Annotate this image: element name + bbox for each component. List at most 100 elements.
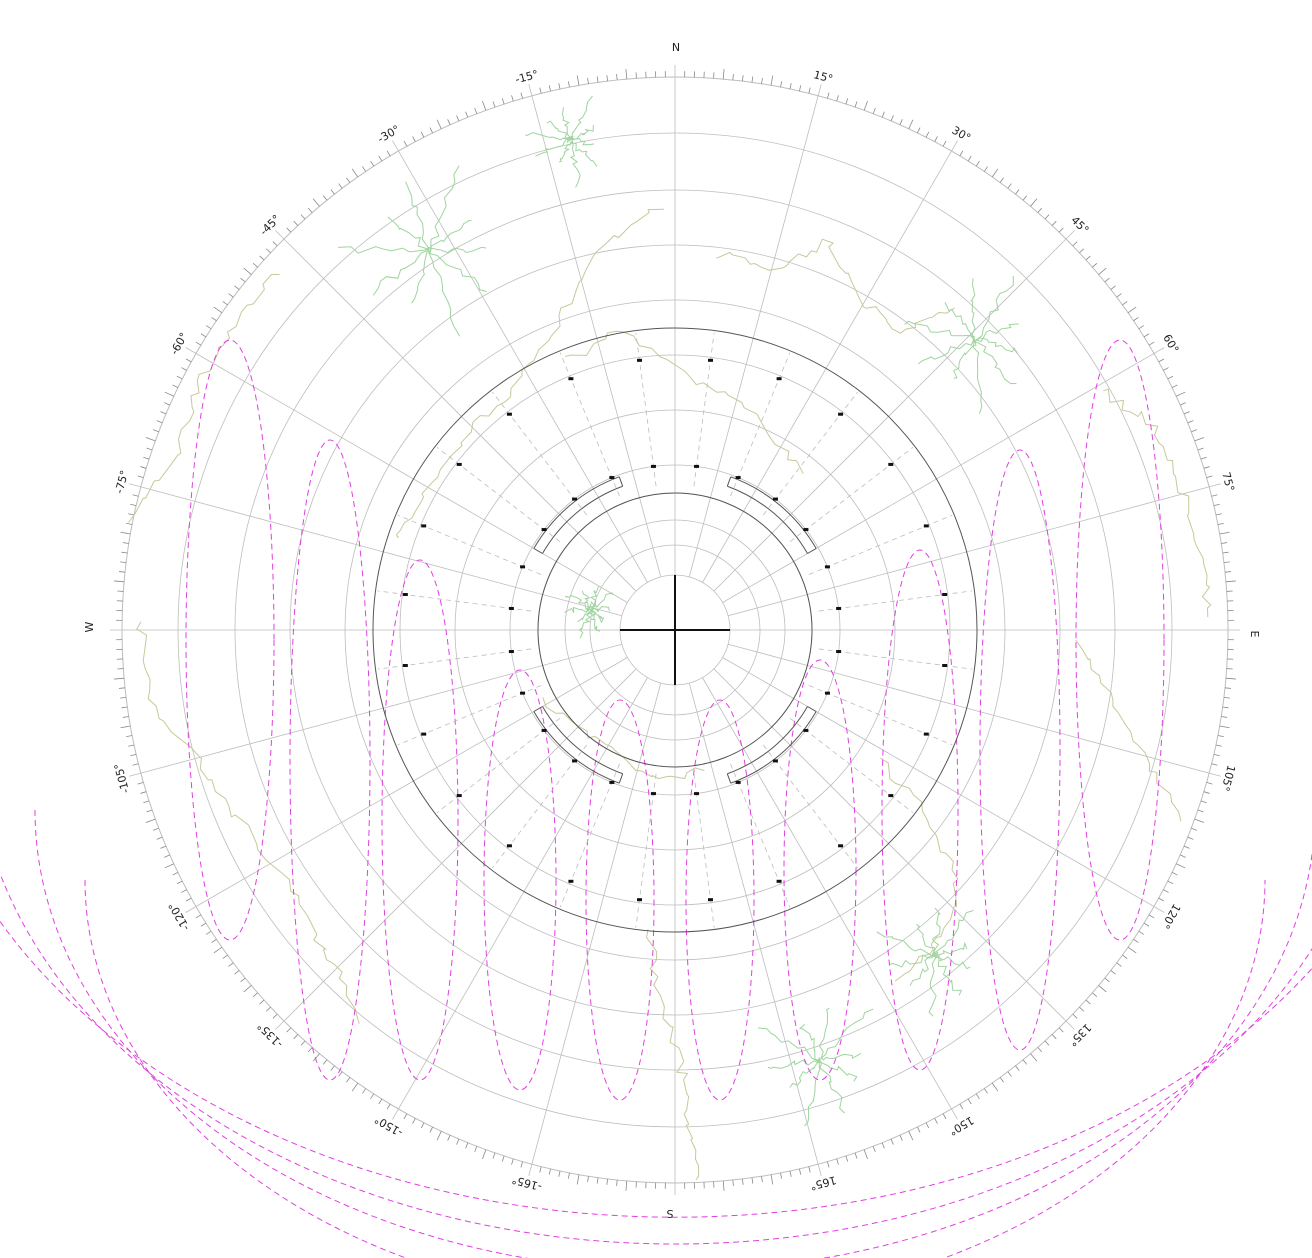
grid-spoke	[688, 683, 822, 1176]
dashed-spoke	[635, 773, 657, 928]
bearing-tick	[156, 420, 163, 424]
vegetation	[818, 1059, 846, 1114]
coastline	[565, 330, 804, 474]
bearing-tick	[567, 81, 570, 88]
vegetation	[569, 141, 581, 188]
bearing-tick	[1213, 503, 1220, 506]
vegetation	[820, 1008, 874, 1059]
bearing-tick	[164, 854, 170, 858]
bearing-tick	[501, 98, 505, 105]
arc-bracket-end	[618, 476, 624, 487]
bearing-tick	[1225, 580, 1236, 583]
bearing-tick	[732, 1179, 734, 1186]
bearing-tick	[770, 1174, 774, 1185]
grid-ring	[177, 132, 1173, 1128]
orbit-loop	[979, 449, 1061, 1051]
bearing-tick	[293, 220, 299, 226]
bearing-tick	[942, 140, 947, 147]
orbit-loop	[381, 559, 459, 1081]
bearing-tick	[576, 75, 580, 86]
bearing-tick	[548, 85, 551, 92]
bearing-tick	[234, 285, 240, 290]
marker	[923, 732, 929, 736]
bearing-tick	[351, 168, 359, 178]
bearing-tick	[330, 189, 335, 195]
bearing-tick	[827, 92, 830, 99]
bearing-tick	[145, 437, 156, 442]
bearing-tick	[1215, 744, 1222, 747]
bearing-tick	[1187, 420, 1194, 424]
bearing-tick	[1183, 845, 1190, 849]
bearing-tick	[1148, 341, 1155, 346]
vegetation	[565, 595, 590, 612]
bearing-tick	[1044, 1040, 1050, 1046]
vegetation	[876, 931, 939, 959]
dashed-spoke	[559, 763, 620, 908]
bearing-tick	[770, 75, 774, 86]
bearing-tick	[286, 227, 292, 233]
bearing-tick	[412, 136, 416, 142]
bearing-tick	[1110, 970, 1116, 975]
bearing-tick	[959, 1103, 964, 1110]
bearing-tick	[780, 81, 783, 88]
bearing-tick	[606, 75, 609, 82]
bearing-tick	[863, 1149, 868, 1160]
orbit-loop	[1075, 339, 1165, 941]
vegetation	[757, 1027, 821, 1063]
vegetation	[564, 606, 594, 614]
bearing-label: 30°	[950, 124, 973, 145]
marker	[520, 691, 526, 695]
marker	[572, 759, 578, 763]
bearing-tick	[322, 1059, 328, 1065]
dashed-spoke	[559, 352, 620, 497]
bearing-tick	[872, 1146, 876, 1153]
bearing-tick	[845, 1155, 849, 1162]
bearing-tick	[934, 1118, 938, 1124]
grid-spoke	[528, 84, 662, 577]
bearing-tick	[378, 1098, 383, 1105]
bearing-tick	[1133, 938, 1139, 943]
bearing-tick	[120, 696, 127, 699]
marker	[838, 844, 844, 848]
bearing-tick	[436, 1131, 442, 1141]
grid-spoke	[129, 483, 622, 617]
vegetation	[586, 585, 600, 613]
grid-spoke	[702, 140, 958, 583]
bearing-tick	[412, 1118, 416, 1124]
bearing-tick	[548, 1168, 551, 1175]
bearing-tick	[1167, 375, 1174, 380]
bearing-tick	[501, 1155, 505, 1162]
orbit-loop	[585, 699, 655, 1101]
bearing-tick	[1037, 1047, 1043, 1053]
bearing-tick	[751, 76, 754, 83]
marker	[942, 664, 948, 668]
bearing-tick	[596, 1177, 599, 1184]
bearing-tick	[307, 1047, 313, 1053]
arc-bracket-end	[533, 706, 543, 712]
bearing-tick	[1133, 317, 1139, 322]
marker	[650, 792, 656, 796]
bearing-tick	[1183, 411, 1190, 415]
dashed-spoke	[397, 514, 542, 575]
bearing-tick	[172, 872, 179, 876]
bearing-tick	[259, 255, 265, 261]
bearing-tick	[999, 177, 1004, 183]
bearing-tick	[1158, 897, 1165, 902]
grid-spoke	[688, 84, 822, 577]
dashed-spoke	[693, 332, 715, 487]
marker	[942, 592, 948, 596]
bearing-tick	[1044, 214, 1050, 220]
bearing-tick	[200, 333, 207, 338]
bearing-tick	[119, 687, 126, 689]
bearing-tick	[587, 1176, 589, 1183]
marker	[824, 691, 830, 695]
vegetation	[430, 219, 472, 252]
grid-spoke	[713, 230, 1075, 592]
vegetation	[789, 1057, 820, 1088]
vegetation	[525, 132, 574, 141]
marker	[776, 377, 782, 381]
bearing-tick	[447, 119, 451, 125]
bearing-tick	[1224, 571, 1231, 573]
bearing-label: 105°	[1218, 764, 1237, 793]
vegetation	[428, 251, 461, 337]
